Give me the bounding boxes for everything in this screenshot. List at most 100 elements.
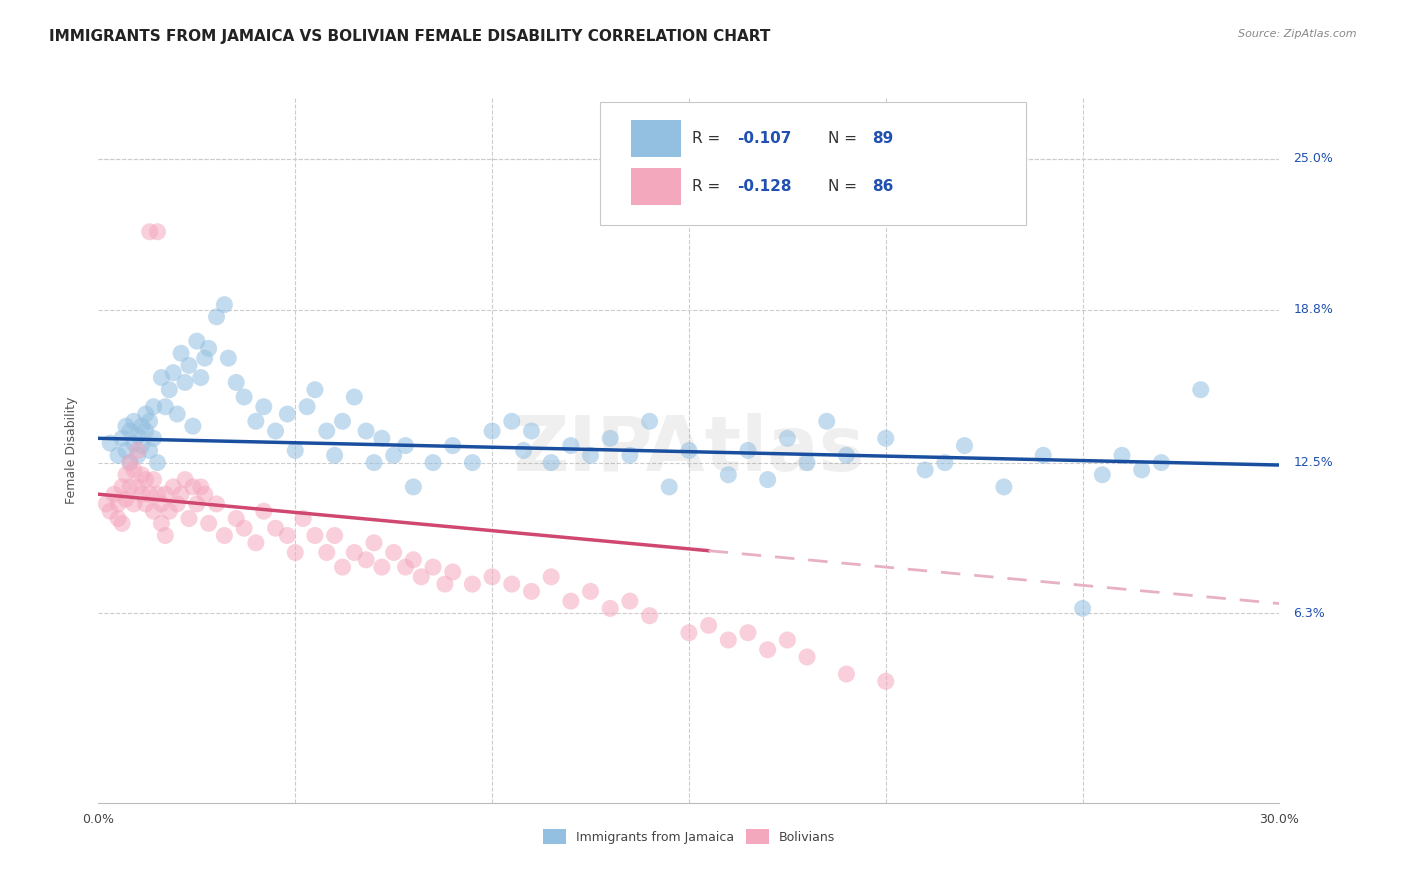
Point bbox=[599, 601, 621, 615]
Point bbox=[354, 424, 377, 438]
Point bbox=[96, 497, 118, 511]
Point bbox=[103, 487, 125, 501]
Point bbox=[138, 487, 160, 501]
Point bbox=[122, 414, 145, 428]
Point bbox=[540, 570, 562, 584]
Point bbox=[560, 439, 582, 453]
Point bbox=[194, 351, 217, 365]
Point bbox=[284, 443, 307, 458]
Text: N =: N = bbox=[828, 178, 862, 194]
Point bbox=[579, 584, 602, 599]
Point bbox=[138, 443, 160, 458]
Point bbox=[253, 400, 276, 414]
Point bbox=[225, 511, 247, 525]
Point bbox=[245, 536, 267, 550]
Point bbox=[98, 504, 121, 518]
Point bbox=[181, 480, 204, 494]
Text: 6.3%: 6.3% bbox=[1294, 607, 1324, 620]
Point bbox=[197, 516, 219, 531]
Point bbox=[170, 346, 193, 360]
Point bbox=[155, 487, 177, 501]
Point bbox=[835, 448, 858, 462]
Point bbox=[98, 436, 121, 450]
Point bbox=[135, 497, 157, 511]
Point bbox=[343, 545, 366, 559]
Point bbox=[776, 632, 799, 647]
Text: IMMIGRANTS FROM JAMAICA VS BOLIVIAN FEMALE DISABILITY CORRELATION CHART: IMMIGRANTS FROM JAMAICA VS BOLIVIAN FEMA… bbox=[49, 29, 770, 45]
Point bbox=[579, 448, 602, 462]
Point bbox=[186, 334, 208, 348]
Point bbox=[142, 431, 165, 445]
Point bbox=[363, 536, 385, 550]
FancyBboxPatch shape bbox=[600, 102, 1025, 225]
Point bbox=[138, 414, 160, 428]
Point bbox=[354, 553, 377, 567]
Point bbox=[233, 521, 256, 535]
Point bbox=[332, 414, 354, 428]
Point bbox=[323, 528, 346, 542]
Point bbox=[225, 376, 247, 390]
Point bbox=[214, 298, 236, 312]
Point bbox=[441, 565, 464, 579]
Point bbox=[253, 504, 276, 518]
Point bbox=[127, 480, 149, 494]
Point bbox=[150, 516, 173, 531]
Point bbox=[934, 456, 956, 470]
Point bbox=[382, 545, 405, 559]
Point bbox=[205, 497, 228, 511]
Point bbox=[177, 359, 200, 373]
Text: -0.107: -0.107 bbox=[737, 131, 792, 145]
Point bbox=[107, 511, 129, 525]
Text: 25.0%: 25.0% bbox=[1294, 153, 1333, 165]
Text: 89: 89 bbox=[872, 131, 893, 145]
Point bbox=[638, 608, 661, 623]
Point bbox=[394, 560, 416, 574]
Point bbox=[402, 480, 425, 494]
Point bbox=[875, 431, 897, 445]
Point bbox=[717, 632, 740, 647]
Point bbox=[107, 448, 129, 462]
Point bbox=[264, 424, 287, 438]
Point bbox=[157, 383, 180, 397]
Point bbox=[697, 618, 720, 632]
FancyBboxPatch shape bbox=[631, 168, 681, 204]
Point bbox=[142, 400, 165, 414]
Point bbox=[815, 414, 838, 428]
Point bbox=[150, 497, 173, 511]
Point bbox=[181, 419, 204, 434]
Point bbox=[1130, 463, 1153, 477]
Point bbox=[131, 439, 153, 453]
Point bbox=[146, 456, 169, 470]
Point bbox=[619, 448, 641, 462]
Text: Source: ZipAtlas.com: Source: ZipAtlas.com bbox=[1239, 29, 1357, 39]
Point bbox=[756, 642, 779, 657]
Point bbox=[131, 487, 153, 501]
Point bbox=[142, 504, 165, 518]
Point bbox=[461, 577, 484, 591]
Point bbox=[118, 456, 141, 470]
Point bbox=[146, 487, 169, 501]
Point bbox=[371, 560, 394, 574]
Point bbox=[276, 407, 298, 421]
Point bbox=[135, 473, 157, 487]
Point bbox=[599, 431, 621, 445]
Text: 12.5%: 12.5% bbox=[1294, 456, 1333, 469]
Point bbox=[122, 463, 145, 477]
Point bbox=[717, 467, 740, 482]
Text: -0.128: -0.128 bbox=[737, 178, 792, 194]
Point bbox=[146, 225, 169, 239]
Point bbox=[174, 473, 197, 487]
Point bbox=[512, 443, 534, 458]
Point bbox=[993, 480, 1015, 494]
Point bbox=[111, 431, 134, 445]
Point bbox=[737, 443, 759, 458]
Point bbox=[323, 448, 346, 462]
Point bbox=[433, 577, 456, 591]
Point bbox=[295, 400, 318, 414]
Point bbox=[127, 448, 149, 462]
Point bbox=[186, 497, 208, 511]
Point bbox=[214, 528, 236, 542]
Point bbox=[142, 473, 165, 487]
Point bbox=[107, 497, 129, 511]
Point bbox=[1150, 456, 1173, 470]
